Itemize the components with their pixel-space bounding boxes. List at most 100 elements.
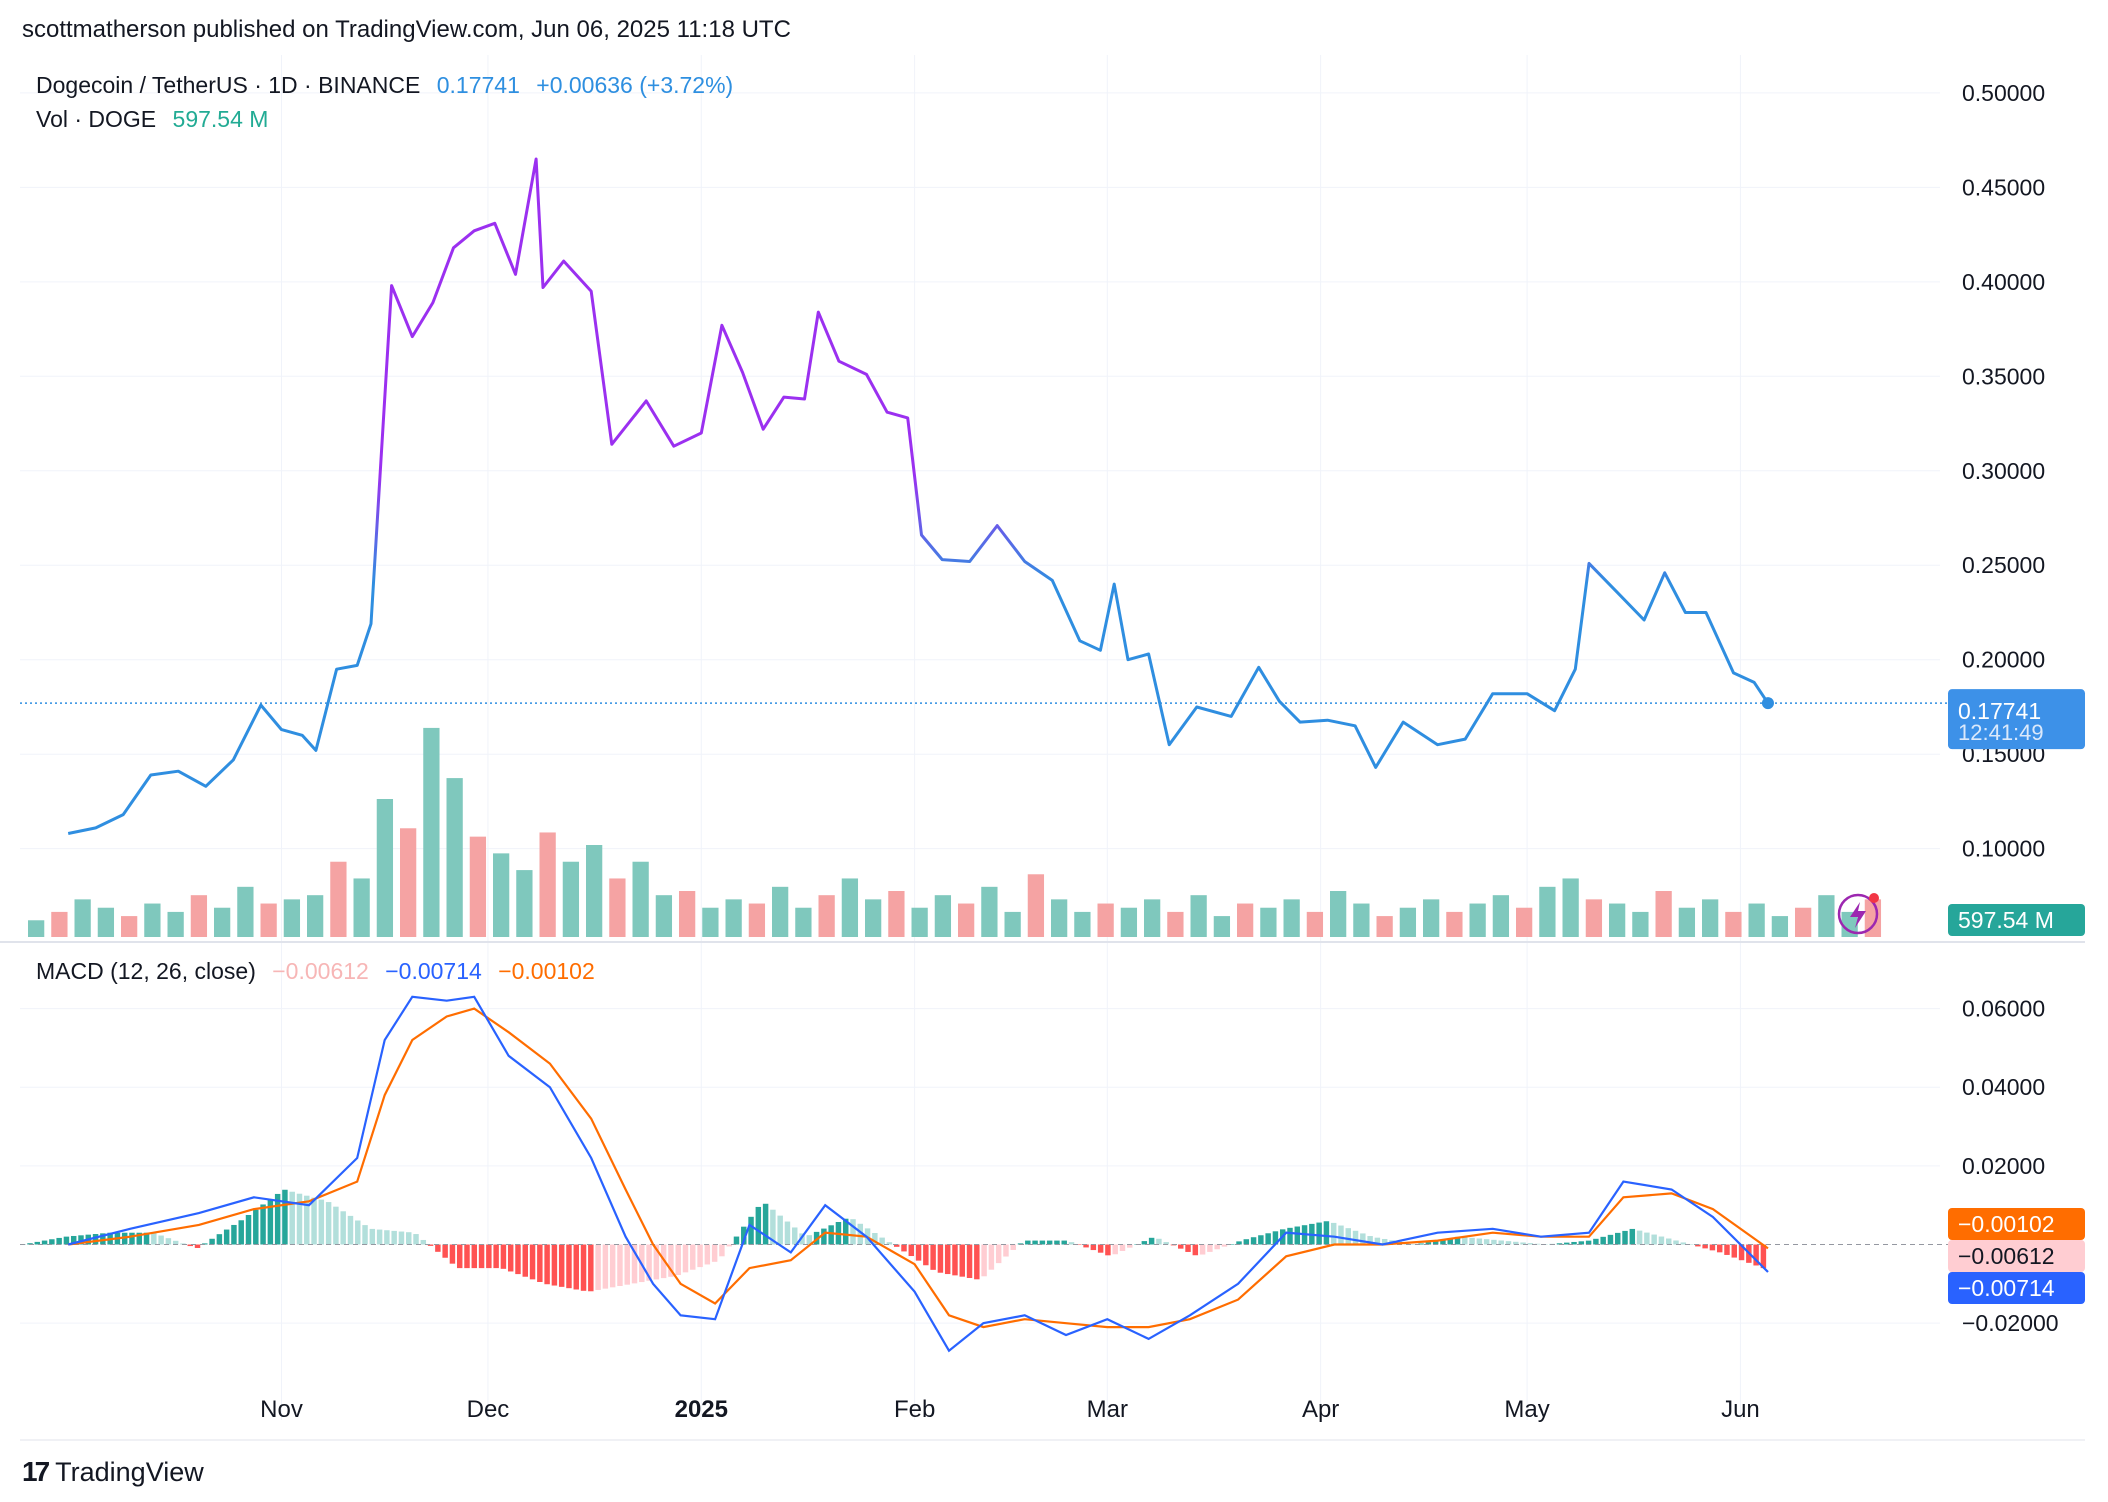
volume-bar [1562, 878, 1579, 937]
histogram-bar [1760, 1244, 1767, 1269]
histogram-bar [617, 1244, 623, 1287]
histogram-bar [333, 1206, 339, 1245]
histogram-bar [719, 1244, 725, 1257]
histogram-badge: −0.00612 [1948, 1240, 2085, 1272]
histogram-bar [762, 1203, 769, 1245]
histogram-bar [245, 1214, 252, 1245]
signal-line [68, 1007, 1769, 1329]
histogram-bar [893, 1244, 900, 1247]
histogram-bar [1724, 1244, 1730, 1255]
histogram-bar [398, 1231, 405, 1245]
volume-bar [772, 886, 789, 937]
time-tick-label: May [1504, 1396, 1549, 1423]
histogram-bar [63, 1236, 70, 1245]
histogram-bar [362, 1225, 368, 1245]
histogram-bar [1629, 1228, 1636, 1245]
volume-bar [1376, 916, 1393, 937]
volume-label: Vol · DOGE [36, 106, 157, 132]
time-axis[interactable]: Nov Dec 2025 Feb Mar Apr May Jun [260, 1396, 1760, 1423]
footer-logo[interactable]: 17 TradingView [22, 1456, 204, 1488]
histogram-bar [1105, 1244, 1111, 1256]
macd-tick-label: −0.02000 [1962, 1310, 2059, 1336]
histogram-bar [529, 1244, 536, 1280]
histogram-bar [1294, 1226, 1301, 1245]
histogram-bar [289, 1191, 295, 1245]
histogram-bar [1017, 1243, 1024, 1245]
histogram-bar [944, 1244, 951, 1275]
histogram-bar [1090, 1244, 1097, 1251]
histogram-bar [340, 1211, 346, 1245]
histogram-bar [347, 1215, 354, 1245]
volume-bar [934, 895, 952, 937]
histogram-bar [974, 1244, 980, 1280]
volume-bar [1213, 916, 1231, 937]
histogram-bar [1112, 1244, 1118, 1255]
histogram-bar [1753, 1244, 1759, 1266]
volume-bar [1027, 874, 1045, 937]
histogram-bar [770, 1209, 776, 1245]
histogram-bar [486, 1244, 492, 1269]
price-tick-label: 0.40000 [1962, 269, 2045, 295]
volume-bar [190, 895, 208, 937]
volume-bar [1492, 895, 1510, 937]
volume-bar [260, 903, 277, 937]
volume-bars [28, 727, 1882, 937]
histogram-bar [311, 1197, 317, 1245]
histogram-bar [1738, 1244, 1745, 1261]
histogram-bar [1287, 1227, 1293, 1245]
macd-tick-label: 0.04000 [1962, 1074, 2045, 1100]
volume-bar [1702, 899, 1719, 937]
histogram-bar [1185, 1244, 1191, 1252]
histogram-bar [1236, 1241, 1242, 1245]
volume-bar [237, 886, 254, 937]
current-price-dot [1761, 697, 1774, 710]
histogram-bar [1054, 1240, 1060, 1245]
histogram-bar [1615, 1232, 1621, 1245]
histogram-bar [821, 1228, 827, 1245]
symbol-legend[interactable]: Dogecoin / TetherUS · 1D · BINANCE 0.177… [36, 72, 743, 99]
volume-bar [1725, 911, 1742, 937]
histogram-bar [1039, 1240, 1046, 1245]
macd-axis[interactable]: 0.06000 0.04000 0.02000 −0.02000 [1962, 996, 2059, 1337]
histogram-bar [631, 1244, 638, 1284]
volume-bar [493, 853, 510, 937]
volume-bar [51, 911, 68, 937]
macd-signal-value: −0.00102 [498, 958, 595, 984]
histogram-bar [1025, 1240, 1031, 1245]
volume-legend[interactable]: Vol · DOGE 597.54 M [36, 106, 278, 133]
volume-bar [307, 895, 324, 937]
time-tick-label: Apr [1302, 1396, 1339, 1423]
bolt-icon[interactable] [1837, 893, 1879, 935]
histogram-bar [78, 1235, 84, 1245]
histogram-bar [34, 1241, 41, 1245]
volume-badge-text: 597.54 M [1958, 907, 2054, 933]
histogram-bar [1345, 1228, 1351, 1245]
histogram-bar [988, 1244, 995, 1270]
histogram-bar [937, 1244, 944, 1273]
histogram-bar [1440, 1239, 1446, 1245]
histogram-bar [56, 1237, 62, 1245]
histogram-bar [391, 1230, 397, 1245]
volume-bar [516, 870, 533, 937]
histogram-bar [1462, 1237, 1468, 1245]
histogram-bar [1156, 1238, 1162, 1245]
histogram-bar [1250, 1237, 1257, 1245]
macd-legend[interactable]: MACD (12, 26, close) −0.00612 −0.00714 −… [36, 958, 605, 985]
volume-bar [1399, 907, 1417, 937]
histogram-bar [435, 1244, 441, 1252]
histogram-bar [558, 1244, 565, 1287]
histogram-bar [267, 1199, 274, 1245]
signal-badge-bg [1948, 1208, 2085, 1240]
histogram-bar [1352, 1230, 1359, 1245]
histogram-bar [828, 1225, 834, 1245]
histogram-bar [1083, 1244, 1089, 1248]
histogram-bar [238, 1220, 244, 1245]
histogram-bar [1534, 1243, 1541, 1245]
histogram-bar [1418, 1243, 1424, 1245]
histogram-bar [704, 1244, 711, 1265]
volume-bar [1353, 903, 1370, 937]
price-line [67, 157, 1770, 835]
histogram-bar [1556, 1243, 1563, 1245]
price-tick-label: 0.30000 [1962, 458, 2045, 484]
